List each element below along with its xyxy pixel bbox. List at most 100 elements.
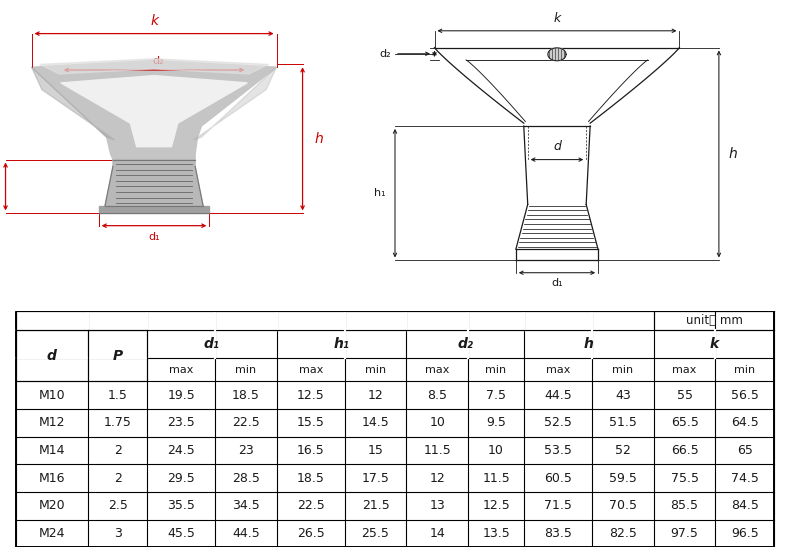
Text: max: max (425, 365, 450, 375)
Text: d: d (149, 162, 159, 177)
Text: h: h (314, 132, 323, 146)
Text: k: k (150, 14, 158, 28)
Text: d₂: d₂ (457, 337, 473, 351)
Text: 83.5: 83.5 (544, 527, 572, 540)
Text: 65.5: 65.5 (671, 416, 698, 430)
Text: 12.5: 12.5 (482, 499, 510, 512)
Text: d: d (47, 349, 57, 362)
Text: 11.5: 11.5 (423, 444, 451, 457)
Text: 52: 52 (615, 444, 631, 457)
Text: 度: 度 (184, 195, 190, 205)
Text: 15: 15 (367, 444, 383, 457)
Text: 56.5: 56.5 (731, 389, 759, 402)
Text: 10: 10 (488, 444, 504, 457)
Text: 84.5: 84.5 (731, 499, 759, 512)
Text: 3: 3 (114, 527, 122, 540)
Text: 44.5: 44.5 (544, 389, 572, 402)
Text: min: min (486, 365, 506, 375)
Text: min: min (612, 365, 634, 375)
Text: 9.5: 9.5 (486, 416, 506, 430)
Text: 10: 10 (429, 416, 445, 430)
Polygon shape (99, 206, 209, 213)
Text: 1.75: 1.75 (103, 416, 132, 430)
Text: max: max (546, 365, 570, 375)
Text: d₁: d₁ (551, 278, 562, 288)
Text: 22.5: 22.5 (297, 499, 325, 512)
Text: 23: 23 (238, 444, 254, 457)
Text: 12.5: 12.5 (297, 389, 325, 402)
Polygon shape (32, 67, 115, 140)
Text: k: k (553, 12, 561, 25)
Text: 26.5: 26.5 (297, 527, 325, 540)
Text: 2: 2 (114, 444, 122, 457)
Text: M10: M10 (39, 389, 66, 402)
Text: h: h (728, 147, 737, 161)
Text: 82.5: 82.5 (609, 527, 637, 540)
Text: 18.5: 18.5 (232, 389, 260, 402)
Polygon shape (61, 75, 247, 147)
Text: 24.5: 24.5 (167, 444, 195, 457)
Text: 17.5: 17.5 (362, 471, 389, 485)
Text: d: d (553, 140, 561, 153)
Text: 2.5: 2.5 (107, 499, 128, 512)
Text: M16: M16 (39, 471, 66, 485)
Text: h₁: h₁ (374, 188, 386, 198)
Text: 14: 14 (429, 527, 445, 540)
Text: d₂: d₂ (152, 56, 164, 65)
Text: 66.5: 66.5 (671, 444, 698, 457)
Text: 29.5: 29.5 (167, 471, 195, 485)
Text: 71.5: 71.5 (544, 499, 572, 512)
Polygon shape (548, 48, 566, 60)
Text: min: min (235, 365, 257, 375)
Text: 44.5: 44.5 (232, 527, 260, 540)
Text: max: max (299, 365, 323, 375)
Text: 16.5: 16.5 (297, 444, 325, 457)
Text: M24: M24 (39, 527, 66, 540)
Text: 52.5: 52.5 (544, 416, 572, 430)
Text: 14.5: 14.5 (362, 416, 389, 430)
Text: d₂: d₂ (379, 49, 391, 59)
Text: M14: M14 (39, 444, 66, 457)
Text: 13.5: 13.5 (482, 527, 510, 540)
Text: L: L (184, 174, 190, 184)
Text: max: max (672, 365, 697, 375)
Text: 12: 12 (429, 471, 445, 485)
Text: 25.5: 25.5 (362, 527, 389, 540)
Text: 1.5: 1.5 (107, 389, 128, 402)
Text: 43: 43 (615, 389, 631, 402)
Polygon shape (40, 59, 269, 74)
Text: 75.5: 75.5 (671, 471, 698, 485)
Text: 11.5: 11.5 (482, 471, 510, 485)
Text: 97.5: 97.5 (671, 527, 698, 540)
Text: 12: 12 (367, 389, 383, 402)
Text: P: P (113, 349, 122, 362)
Polygon shape (32, 60, 276, 160)
Text: h: h (584, 337, 594, 351)
Text: 2: 2 (114, 471, 122, 485)
Text: max: max (169, 365, 194, 375)
Text: 15.5: 15.5 (297, 416, 325, 430)
Text: 55: 55 (676, 389, 693, 402)
Text: M20: M20 (39, 499, 66, 512)
Text: 53.5: 53.5 (544, 444, 572, 457)
Text: 35.5: 35.5 (167, 499, 195, 512)
Text: 28.5: 28.5 (232, 471, 260, 485)
Text: 64.5: 64.5 (731, 416, 758, 430)
Text: d₁: d₁ (204, 337, 220, 351)
Text: 85.5: 85.5 (671, 499, 698, 512)
Text: d₁: d₁ (149, 233, 160, 243)
Text: 74.5: 74.5 (731, 471, 759, 485)
Text: 65: 65 (737, 444, 753, 457)
Text: 70.5: 70.5 (609, 499, 637, 512)
Text: 7.5: 7.5 (486, 389, 506, 402)
Text: min: min (734, 365, 755, 375)
Text: 51.5: 51.5 (609, 416, 637, 430)
Text: 18.5: 18.5 (297, 471, 325, 485)
Text: M12: M12 (39, 416, 66, 430)
Polygon shape (194, 67, 276, 140)
Text: 8.5: 8.5 (427, 389, 447, 402)
Text: 34.5: 34.5 (232, 499, 260, 512)
Text: 60.5: 60.5 (544, 471, 572, 485)
Text: min: min (365, 365, 386, 375)
Text: 23.5: 23.5 (167, 416, 195, 430)
